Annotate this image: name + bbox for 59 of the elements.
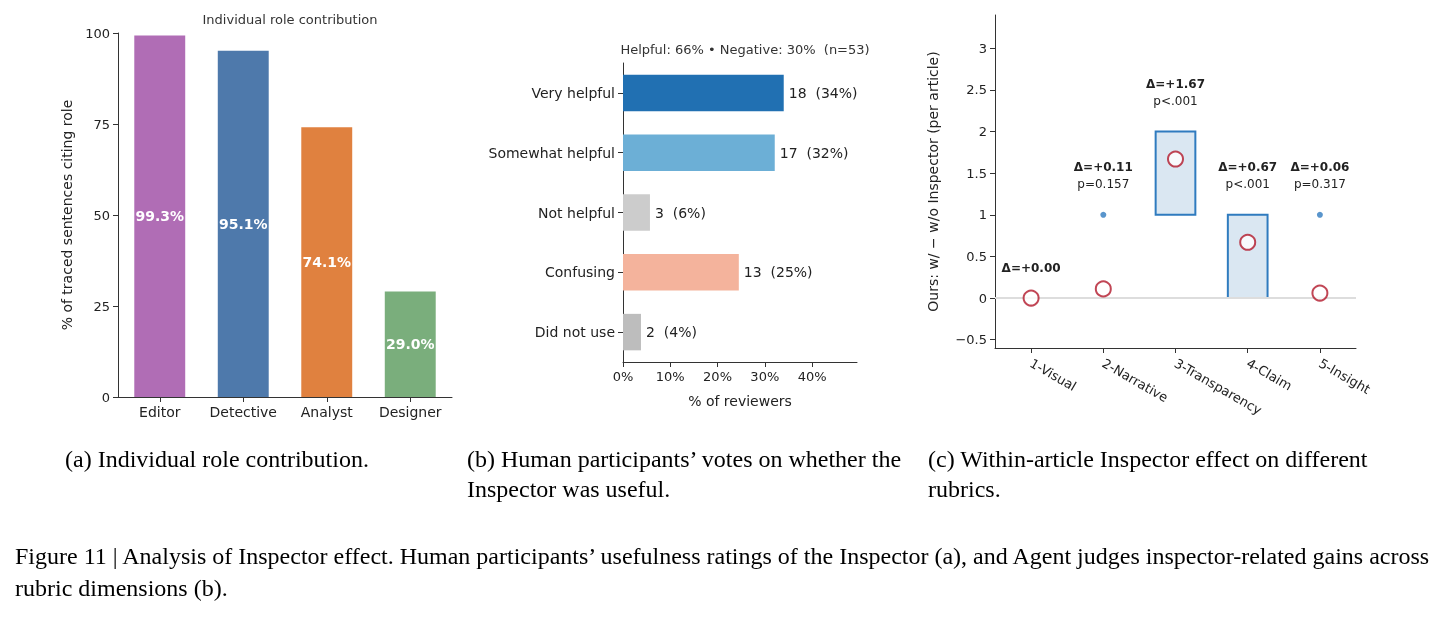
- text: (a) Individual role contribution.: [65, 445, 370, 474]
- data-label: 74.1%: [302, 254, 352, 271]
- data-label: 99.3%: [135, 208, 185, 225]
- y-tick-label: 0.5: [966, 248, 987, 264]
- data-label: 3 (6%): [654, 204, 706, 221]
- y-tick-label: Very helpful: [531, 84, 615, 101]
- bar: [217, 50, 269, 397]
- y-tick-label: 0: [101, 389, 110, 405]
- y-tick-label: Did not use: [534, 324, 615, 341]
- bar: [623, 254, 739, 291]
- annotation: Δ=+0.11 p=0.157: [1073, 160, 1133, 192]
- data-label: 29.0%: [385, 336, 435, 353]
- x-tick-label: Detective: [209, 404, 277, 420]
- x-tick-label: Designer: [378, 404, 442, 420]
- text: (b) Human participants’ votes on whether the Inspector was useful.: [467, 445, 903, 504]
- y-tick-label: 1: [978, 207, 987, 223]
- annotation: Δ=+0.00: [1001, 260, 1061, 275]
- annotation: Δ=+1.67 p<.001: [1145, 77, 1206, 109]
- x-tick-label: 20%: [703, 369, 732, 384]
- caption: Figure 11 | Analysis of Inspector effect. Human participants’ usefulness ratings of the Inspector (a), and Agent judges inspector-related gains across rubric dimensions (b).: [15, 542, 1430, 603]
- y-tick-label: 100: [85, 25, 110, 41]
- bar: [623, 194, 650, 231]
- chart-title: Helpful: 66% • Negative: 30% (n=53): [620, 42, 870, 57]
- data-label: 17 (32%): [779, 144, 849, 161]
- x-axis-title: % of reviewers: [688, 393, 792, 409]
- text: (c) Within-article Inspector effect on different rubrics.: [928, 445, 1369, 504]
- y-tick-label: 50: [93, 207, 110, 223]
- y-tick-label: Not helpful: [538, 204, 615, 221]
- data-label: 18 (34%): [788, 84, 858, 101]
- chart-title: Individual role contribution: [202, 12, 378, 27]
- y-tick-label: 2.5: [966, 82, 987, 98]
- data-label: 2 (4%): [645, 324, 697, 341]
- x-tick-label: 30%: [750, 369, 780, 384]
- y-axis-title: Ours: w/ − w/o Inspector (per article): [925, 51, 941, 312]
- annotation: Δ=+0.67 p<.001: [1218, 160, 1278, 192]
- annotation: Δ=+0.06 p=0.317: [1290, 160, 1350, 192]
- y-tick-label: 1.5: [966, 165, 987, 181]
- bar: [134, 35, 186, 397]
- bar: [623, 74, 784, 112]
- y-axis-title: % of traced sentences citing role: [59, 99, 76, 331]
- bar: [384, 291, 436, 397]
- x-tick-label: 10%: [655, 369, 685, 384]
- bar: [623, 313, 641, 351]
- y-tick-label: 2: [978, 124, 987, 140]
- x-tick-label: 0%: [612, 369, 634, 384]
- x-tick-label: 40%: [797, 369, 827, 384]
- y-tick-label: 3: [978, 40, 987, 56]
- x-tick-label: Editor: [139, 404, 181, 420]
- x-tick-label: Analyst: [300, 404, 354, 420]
- data-label: 13 (25%): [743, 264, 813, 281]
- y-tick-label: 75: [93, 116, 110, 132]
- y-tick-label: −0.5: [955, 332, 987, 348]
- y-tick-label: Somewhat helpful: [488, 144, 615, 161]
- data-label: 95.1%: [218, 215, 268, 232]
- y-tick-label: 0: [978, 290, 987, 306]
- y-tick-label: 25: [93, 298, 110, 314]
- bar: [623, 134, 775, 171]
- y-tick-label: Confusing: [545, 264, 615, 281]
- bar: [301, 127, 353, 397]
